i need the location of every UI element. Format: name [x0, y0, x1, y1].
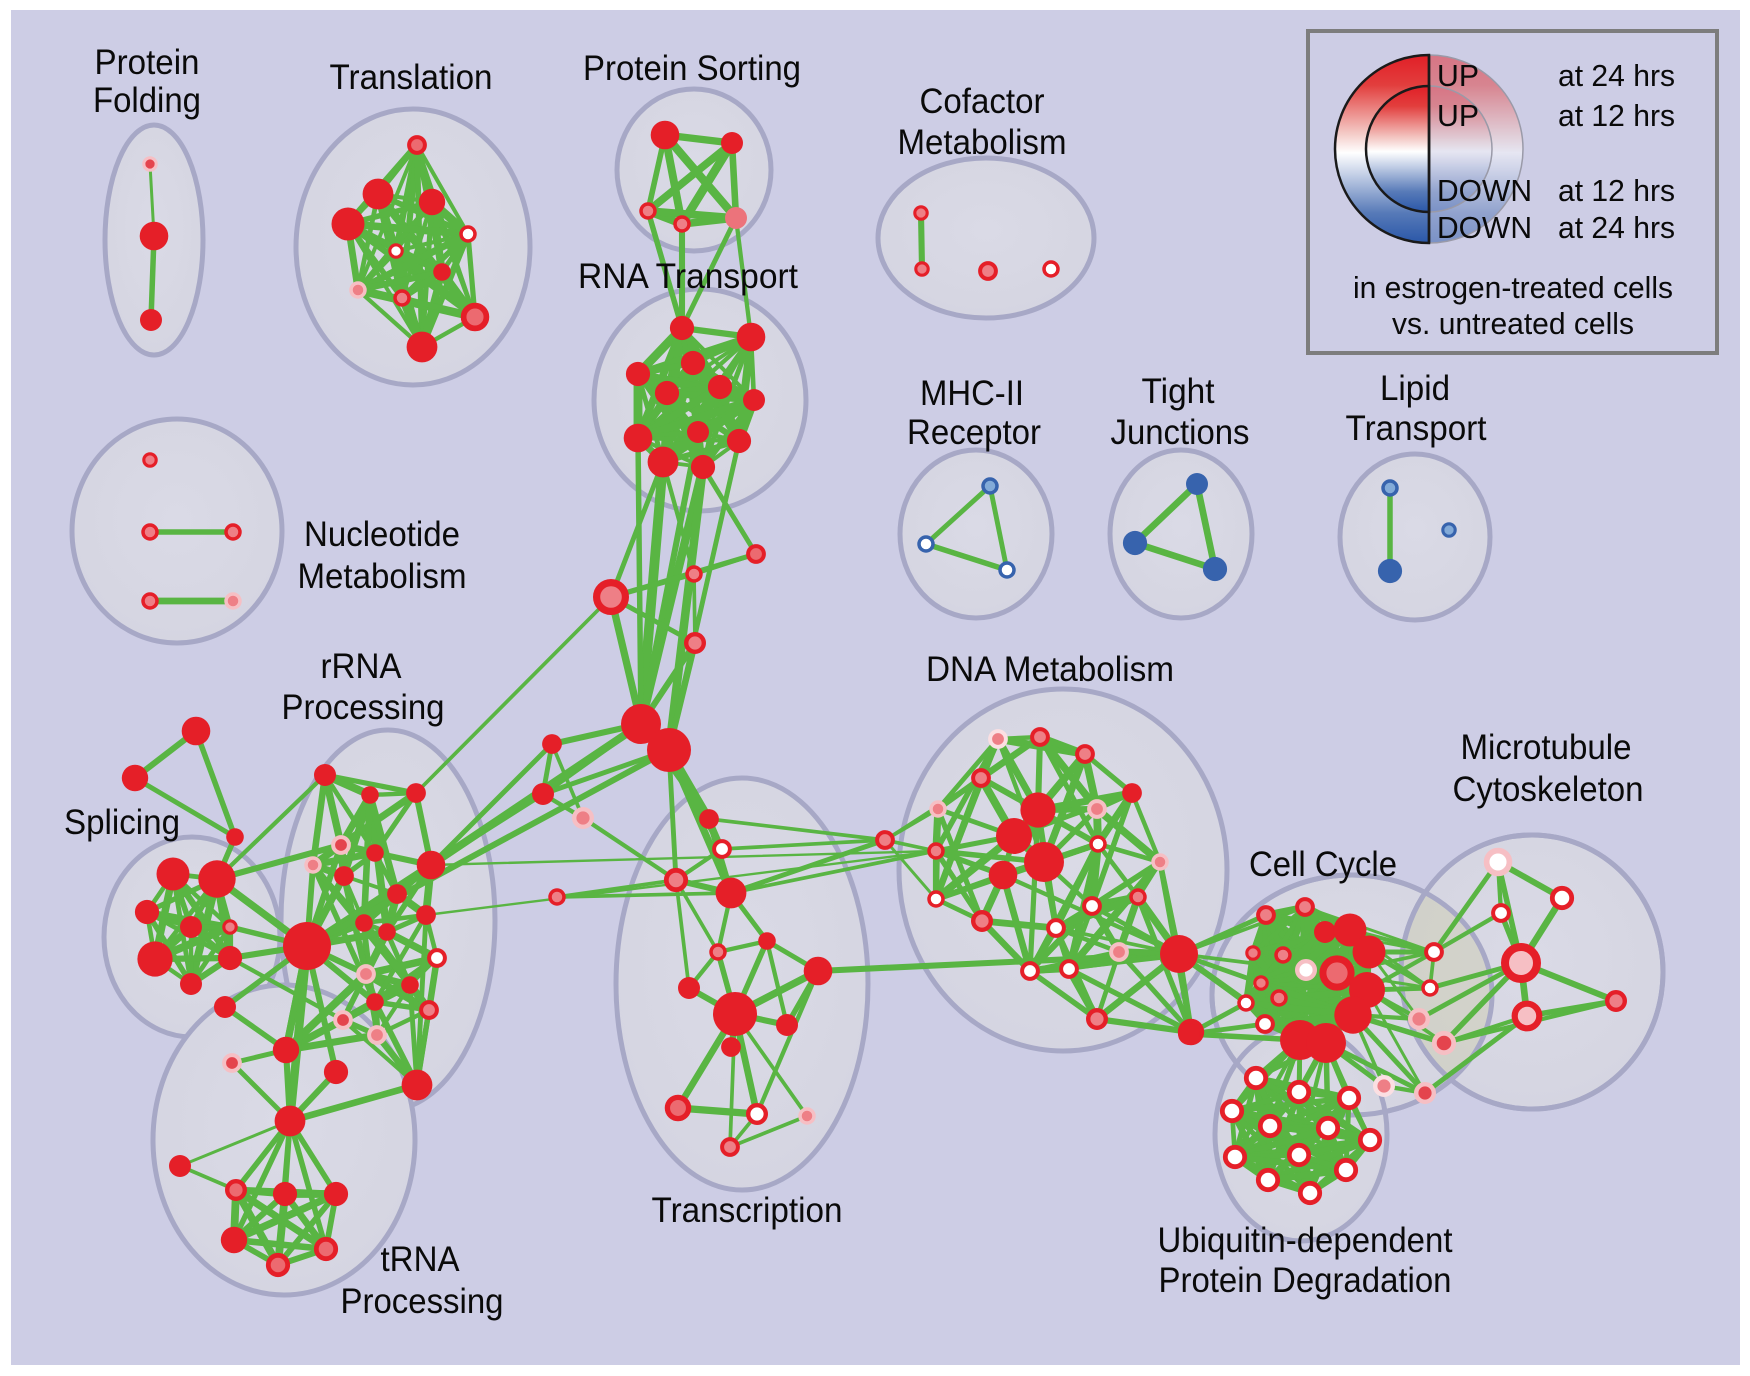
svg-text:Cell Cycle: Cell Cycle	[1249, 845, 1397, 884]
svg-text:UP: UP	[1437, 58, 1479, 93]
svg-text:Protein: Protein	[95, 43, 200, 82]
svg-text:RNA Transport: RNA Transport	[578, 257, 798, 296]
svg-text:Receptor: Receptor	[907, 413, 1041, 452]
svg-text:at 24 hrs: at 24 hrs	[1558, 210, 1675, 245]
svg-text:DOWN: DOWN	[1437, 210, 1532, 245]
svg-text:at 12 hrs: at 12 hrs	[1558, 98, 1675, 133]
svg-text:Metabolism: Metabolism	[898, 123, 1067, 162]
svg-text:Translation: Translation	[330, 58, 493, 97]
svg-text:rRNA: rRNA	[321, 647, 403, 686]
svg-text:Metabolism: Metabolism	[298, 557, 467, 596]
svg-text:in estrogen-treated cells: in estrogen-treated cells	[1353, 270, 1673, 305]
svg-text:at 12 hrs: at 12 hrs	[1558, 173, 1675, 208]
svg-text:Junctions: Junctions	[1111, 413, 1250, 452]
svg-text:vs. untreated cells: vs. untreated cells	[1392, 306, 1634, 341]
svg-text:Nucleotide: Nucleotide	[304, 515, 460, 554]
svg-text:Protein Sorting: Protein Sorting	[583, 49, 801, 88]
svg-text:tRNA: tRNA	[381, 1240, 461, 1279]
svg-text:MHC-II: MHC-II	[920, 374, 1024, 413]
svg-text:Ubiquitin-dependent: Ubiquitin-dependent	[1158, 1221, 1453, 1260]
svg-text:Lipid: Lipid	[1380, 369, 1450, 408]
svg-text:Transcription: Transcription	[652, 1191, 843, 1230]
svg-text:DNA Metabolism: DNA Metabolism	[926, 650, 1174, 689]
svg-text:UP: UP	[1437, 98, 1479, 133]
svg-text:Splicing: Splicing	[64, 803, 180, 842]
svg-text:Cytoskeleton: Cytoskeleton	[1453, 770, 1644, 809]
svg-text:Microtubule: Microtubule	[1461, 728, 1632, 767]
svg-text:Tight: Tight	[1142, 372, 1215, 411]
svg-text:Processing: Processing	[341, 1282, 504, 1321]
svg-text:Folding: Folding	[93, 81, 201, 120]
svg-text:Cofactor: Cofactor	[920, 82, 1045, 121]
svg-text:at 24 hrs: at 24 hrs	[1558, 58, 1675, 93]
svg-text:Processing: Processing	[282, 688, 445, 727]
svg-text:DOWN: DOWN	[1437, 173, 1532, 208]
svg-text:Transport: Transport	[1346, 409, 1487, 448]
svg-text:Protein Degradation: Protein Degradation	[1159, 1261, 1452, 1300]
